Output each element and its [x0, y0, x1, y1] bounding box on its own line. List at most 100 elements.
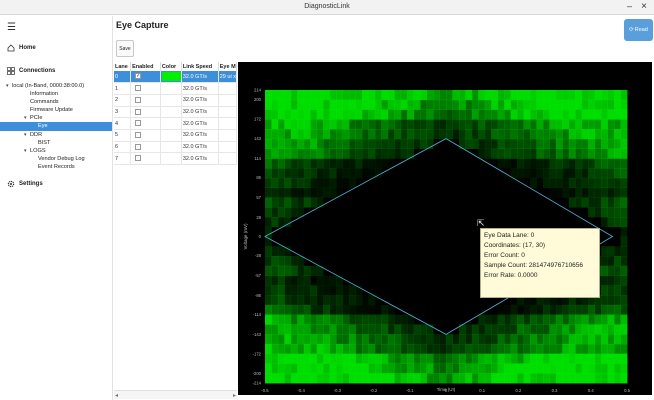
heatmap-cell: [426, 353, 434, 364]
table-row[interactable]: 1 32.0 GT/s: [114, 82, 238, 95]
nav-connections[interactable]: Connections: [6, 66, 55, 76]
checkbox[interactable]: [135, 143, 142, 150]
tree-item[interactable]: ▾ LOGS: [0, 147, 112, 155]
heatmap-cell: [607, 119, 615, 130]
heatmap-cell: [581, 373, 589, 384]
enabled-checkbox[interactable]: [130, 94, 161, 107]
col-header-enabled[interactable]: Enabled: [130, 62, 161, 71]
chevron-down-icon[interactable]: ▾: [6, 83, 9, 89]
heatmap-cell: [323, 295, 331, 306]
chevron-down-icon[interactable]: ▾: [24, 115, 27, 122]
tree-item[interactable]: Vendor Debug Log: [0, 155, 112, 163]
col-header-color[interactable]: Color: [160, 62, 182, 71]
heatmap-cell: [614, 256, 621, 267]
checkbox[interactable]: [135, 108, 142, 115]
tree-item[interactable]: Event Records: [0, 163, 112, 171]
heatmap-cell: [523, 304, 531, 316]
heatmap-cell: [316, 90, 324, 101]
heatmap-cell: [452, 353, 460, 364]
minimize-button[interactable]: –: [626, 1, 632, 11]
heatmap-cell: [588, 334, 596, 345]
tree-item-label: Eye: [38, 123, 48, 130]
col-header-link-speed[interactable]: Link Speed: [181, 62, 219, 71]
table-row[interactable]: 7 32.0 GT/s: [114, 152, 238, 165]
col-header-lane[interactable]: Lane: [114, 62, 132, 71]
heatmap-cell: [297, 148, 305, 159]
nav-settings[interactable]: Settings: [6, 179, 43, 189]
heatmap-cell: [277, 373, 285, 384]
heatmap-cell: [581, 129, 589, 140]
heatmap-cell: [452, 373, 460, 384]
tree-item[interactable]: ▾ local (In-Band, 0000:38:00.0): [0, 82, 112, 90]
heatmap-cell: [620, 177, 628, 189]
enabled-checkbox[interactable]: [130, 129, 161, 142]
heatmap-cell: [549, 138, 557, 149]
tree-item[interactable]: BIST: [0, 139, 112, 147]
close-button[interactable]: ×: [641, 1, 647, 12]
heatmap-cell: [355, 177, 363, 189]
scroll-left-icon[interactable]: ◂: [115, 393, 119, 399]
heatmap-cell: [323, 353, 331, 364]
heatmap-cell: [530, 363, 537, 374]
heatmap-cell: [400, 119, 408, 130]
eye-outline: [264, 138, 614, 335]
table-horizontal-scrollbar[interactable]: ◂ ▸: [114, 390, 237, 399]
col-header-eye-margin[interactable]: Eye M: [218, 62, 238, 71]
heatmap-cell: [374, 168, 382, 179]
tree-item[interactable]: Information: [0, 90, 112, 98]
heatmap-cell: [290, 343, 298, 355]
heatmap-cell: [517, 295, 524, 306]
table-row[interactable]: 0 ✓ 32.0 GT/s 29 ui x: [114, 71, 238, 84]
heatmap-cell: [594, 295, 602, 306]
scroll-right-icon[interactable]: ▸: [232, 393, 236, 399]
color-swatch[interactable]: [161, 72, 181, 82]
table-row[interactable]: 4 32.0 GT/s: [114, 117, 238, 130]
enabled-checkbox[interactable]: ✓: [130, 71, 161, 84]
enabled-checkbox[interactable]: [130, 82, 161, 95]
heatmap-cell: [471, 334, 479, 345]
tree-item[interactable]: ▾ PCIe: [0, 114, 112, 122]
checkbox[interactable]: [135, 132, 142, 139]
heatmap-cell: [316, 304, 324, 316]
heatmap-cell: [549, 168, 557, 179]
checkbox[interactable]: [135, 96, 142, 103]
chevron-down-icon[interactable]: ▾: [24, 131, 27, 138]
save-button[interactable]: Save: [116, 40, 134, 57]
enabled-checkbox[interactable]: [130, 141, 161, 154]
heatmap-cell: [588, 129, 596, 140]
tree-item[interactable]: ▾ DDR: [0, 131, 112, 139]
heatmap-cell: [517, 90, 524, 101]
table-row[interactable]: 5 32.0 GT/s: [114, 129, 238, 142]
chevron-down-icon[interactable]: ▾: [24, 147, 27, 154]
read-button[interactable]: ⟳ Read: [624, 19, 653, 41]
table-row[interactable]: 3 32.0 GT/s: [114, 106, 238, 119]
eye-diagram-plot[interactable]: 214 200 172 143 114 86 57 28 0 -28 -57 -86 -114 -143 -…: [238, 62, 652, 395]
eye-diagram-canvas[interactable]: 214 200 172 143 114 86 57 28 0 -28 -57 -86 -114 -143 -…: [238, 62, 652, 395]
heatmap-cell: [271, 314, 279, 325]
nav-home[interactable]: Home: [6, 43, 36, 53]
tree-item[interactable]: Commands: [0, 98, 112, 106]
hamburger-menu-icon[interactable]: ☰: [7, 22, 16, 33]
heatmap-cell: [594, 119, 602, 130]
tree-item[interactable]: Eye: [0, 122, 112, 131]
checkbox[interactable]: ✓: [135, 73, 142, 80]
enabled-checkbox[interactable]: [130, 117, 161, 130]
heatmap-cell: [568, 148, 576, 159]
heatmap-cell: [316, 373, 324, 384]
heatmap-cell: [310, 285, 318, 296]
eye-margin-cell: [218, 82, 238, 95]
checkbox[interactable]: [135, 120, 142, 127]
checkbox[interactable]: [135, 155, 142, 162]
enabled-checkbox[interactable]: [130, 106, 161, 119]
heatmap-cell: [607, 363, 615, 374]
tree-item[interactable]: Firmware Update: [0, 106, 112, 114]
table-row[interactable]: 6 32.0 GT/s: [114, 141, 238, 154]
heatmap-cell: [581, 177, 589, 189]
enabled-checkbox[interactable]: [130, 152, 161, 165]
heatmap-cell: [284, 334, 292, 345]
heatmap-cell: [342, 363, 350, 374]
checkbox[interactable]: [135, 85, 142, 92]
heatmap-cell: [620, 304, 628, 316]
table-row[interactable]: 2 32.0 GT/s: [114, 94, 238, 107]
heatmap-cell: [297, 90, 305, 101]
